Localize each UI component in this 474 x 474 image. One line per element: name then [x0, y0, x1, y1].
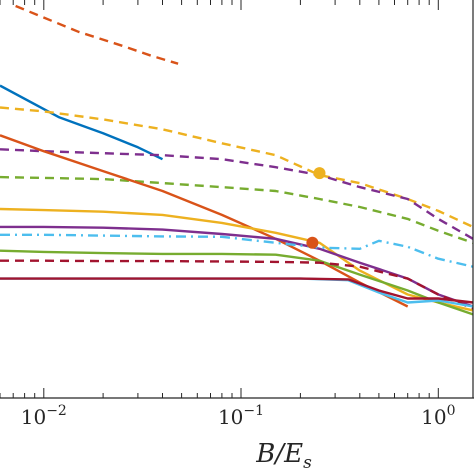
series-line-10 [0, 249, 474, 316]
x-axis-label: B/Es [255, 439, 312, 473]
series-line-4 [0, 148, 474, 240]
series-line-7 [0, 207, 474, 312]
x-tick-label-exponent: −2 [46, 403, 67, 419]
series-line-6 [0, 134, 409, 308]
series-line-1 [15, 4, 179, 65]
series-line-11 [0, 259, 474, 310]
x-tick-label: 100 [421, 403, 455, 429]
x-tick-label-base: 10 [21, 405, 46, 429]
x-tick-label: 10−2 [21, 403, 67, 429]
axes: 10−2 10−1 100 [0, 0, 474, 429]
x-tick-label-exponent: −1 [243, 403, 264, 419]
data-marker-1 [313, 167, 326, 180]
x-axis-label-main: B/E [255, 439, 303, 469]
series-line-13 [0, 277, 474, 304]
series-layer [0, 4, 474, 316]
x-tick-label-base: 10 [218, 405, 243, 429]
plot-area [0, 4, 474, 316]
series-line-3 [0, 106, 474, 228]
x-tick-label-base: 10 [421, 405, 446, 429]
x-tick-label: 10−1 [218, 403, 264, 429]
marker-layer [306, 167, 326, 249]
x-axis-label-subscript: s [303, 453, 312, 473]
tick-layer: 10−2 10−1 100 [0, 0, 455, 429]
data-marker-2 [306, 236, 319, 249]
series-line-5 [0, 175, 474, 244]
series-line-2 [0, 84, 164, 161]
x-tick-label-exponent: 0 [447, 403, 456, 419]
series-line-9 [0, 233, 474, 268]
